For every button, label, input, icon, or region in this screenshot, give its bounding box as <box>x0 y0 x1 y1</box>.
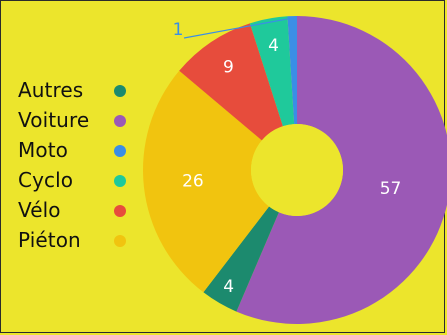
slice-pieton[interactable] <box>142 70 270 293</box>
slice-label-pieton: 26 <box>182 171 204 191</box>
slice-label-velo: 9 <box>223 58 234 78</box>
legend-label-cyclo: Cyclo <box>18 168 74 192</box>
legend: Autres Voiture Moto Cyclo Vélo Piéton <box>16 78 138 258</box>
slice-velo[interactable] <box>179 23 283 141</box>
slice-cyclo[interactable] <box>249 16 295 127</box>
slice-label-moto: 1 <box>173 20 184 40</box>
slice-autres[interactable] <box>203 206 279 312</box>
slice-voiture[interactable] <box>236 16 447 324</box>
slice-label-voiture: 57 <box>380 179 402 199</box>
legend-item-autres[interactable]: Autres <box>16 78 138 108</box>
legend-dot-autres <box>114 85 126 97</box>
legend-label-voiture: Voiture <box>18 108 90 132</box>
legend-item-voiture[interactable]: Voiture <box>16 108 138 138</box>
legend-dot-pieton <box>114 235 126 247</box>
legend-item-moto[interactable]: Moto <box>16 138 138 168</box>
legend-label-velo: Vélo <box>18 198 61 222</box>
legend-dot-velo <box>114 205 126 217</box>
legend-label-pieton: Piéton <box>18 228 81 252</box>
legend-label-autres: Autres <box>18 78 84 102</box>
legend-dot-voiture <box>114 115 126 127</box>
legend-item-cyclo[interactable]: Cyclo <box>16 168 138 198</box>
slice-label-autres: 4 <box>223 277 234 297</box>
legend-label-moto: Moto <box>18 138 68 162</box>
slice-leader-line-moto <box>183 17 293 39</box>
donut-hole <box>251 124 343 216</box>
slice-moto[interactable] <box>287 16 297 125</box>
legend-dot-moto <box>114 145 126 157</box>
legend-item-velo[interactable]: Vélo <box>16 198 138 228</box>
slice-label-cyclo: 4 <box>268 36 279 56</box>
legend-dot-cyclo <box>114 175 126 187</box>
legend-item-pieton[interactable]: Piéton <box>16 228 138 258</box>
